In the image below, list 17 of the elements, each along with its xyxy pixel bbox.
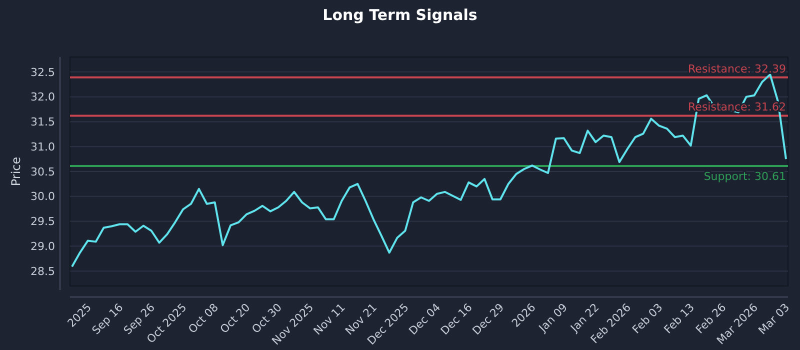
y-tick-label: 32.5 <box>30 66 55 79</box>
y-tick-label: 32.0 <box>30 90 55 104</box>
y-tick-label: 28.5 <box>30 264 55 278</box>
ref-line-label: Support: 30.61 <box>704 170 786 184</box>
x-tick-label: Jan 09 <box>536 300 570 336</box>
y-tick-label: 29.5 <box>30 215 55 228</box>
y-tick-label: 31.5 <box>30 116 55 129</box>
ref-line-label: Resistance: 32.39 <box>688 62 786 76</box>
y-tick-label: 29.0 <box>30 240 55 254</box>
line-series <box>71 73 787 268</box>
y-axis-title: Price <box>9 156 23 186</box>
y-tick-label: 30.0 <box>30 190 55 204</box>
y-tick-label: 31.0 <box>30 140 55 154</box>
x-tick-label: Mar 03 <box>756 300 792 338</box>
y-tick-label: 30.5 <box>30 165 55 178</box>
x-tick-label: Feb 13 <box>662 300 697 336</box>
chart-title: Long Term Signals <box>322 6 478 24</box>
